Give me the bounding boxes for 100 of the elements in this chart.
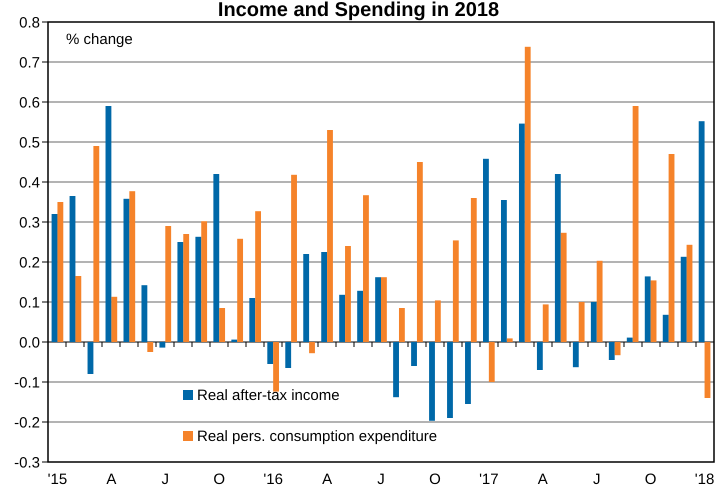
bar <box>267 342 274 364</box>
bar <box>632 106 638 342</box>
bar <box>249 298 256 342</box>
x-tick-label: A <box>322 471 332 488</box>
bar <box>309 342 315 354</box>
x-tick-label: A <box>106 471 116 488</box>
x-tick-label: O <box>429 471 441 488</box>
bar <box>650 280 656 342</box>
bar <box>75 276 82 342</box>
bar <box>111 296 118 342</box>
bar <box>124 198 130 342</box>
chart-title: Income and Spending in 2018 <box>218 0 500 21</box>
bar <box>201 221 208 342</box>
bar <box>518 124 525 342</box>
bar <box>596 260 603 342</box>
bar <box>465 342 471 404</box>
bar <box>411 342 417 366</box>
bar <box>704 342 710 398</box>
bar <box>339 294 346 342</box>
y-tick-label: 0.0 <box>19 334 40 352</box>
bar <box>219 308 226 342</box>
legend-label: Real after-tax income <box>197 387 340 404</box>
y-tick-label: -0.1 <box>14 374 40 392</box>
bar <box>129 191 136 342</box>
bar <box>255 211 262 342</box>
bar <box>488 342 495 382</box>
legend-label: Real pers. consumption expenditure <box>197 428 438 445</box>
bar <box>165 226 172 342</box>
bar <box>357 290 364 342</box>
bar <box>321 252 328 342</box>
bar <box>291 174 297 342</box>
bar <box>345 246 351 342</box>
bar <box>106 106 112 342</box>
bar <box>183 234 190 342</box>
bar <box>608 342 615 360</box>
bar <box>285 342 292 368</box>
bar <box>447 342 453 418</box>
bar <box>686 244 692 342</box>
bar <box>434 300 441 342</box>
y-tick-label: 0.5 <box>19 134 40 152</box>
bar <box>147 342 154 352</box>
bar <box>57 202 64 342</box>
x-tick-label: '18 <box>694 471 714 488</box>
bar <box>554 174 561 342</box>
bar <box>626 338 633 342</box>
y-tick-label: 0.2 <box>19 254 40 272</box>
bar <box>381 277 387 342</box>
bar <box>141 285 148 342</box>
bar <box>237 238 244 342</box>
y-tick-label: -0.3 <box>14 454 40 472</box>
x-tick-label: '15 <box>48 471 68 488</box>
y-tick-label: 0.7 <box>19 54 40 72</box>
bar <box>88 342 94 374</box>
bar <box>500 200 507 342</box>
y-axis-title: % change <box>66 31 133 48</box>
x-tick-label: J <box>592 471 600 488</box>
bar <box>195 236 202 342</box>
bar <box>560 232 567 342</box>
x-tick-label: A <box>538 471 548 488</box>
bar <box>614 342 621 356</box>
bar <box>452 240 459 342</box>
bar <box>698 121 705 342</box>
bar <box>327 130 333 342</box>
bar <box>52 214 58 342</box>
bar <box>644 276 651 342</box>
bar <box>70 196 76 342</box>
bar <box>680 256 687 342</box>
y-tick-label: 0.3 <box>19 214 40 232</box>
bar <box>398 308 405 342</box>
bar <box>470 198 477 342</box>
bar <box>213 174 220 342</box>
y-tick-label: 0.6 <box>19 94 40 112</box>
bar <box>590 302 597 342</box>
bar <box>572 342 579 368</box>
bar <box>506 338 513 342</box>
bar <box>93 146 100 342</box>
bar <box>393 342 399 398</box>
bar <box>668 154 674 342</box>
x-tick-label: '16 <box>263 471 283 488</box>
bar <box>159 342 166 348</box>
bar <box>662 314 669 342</box>
bar <box>578 302 585 342</box>
x-tick-label: J <box>162 471 170 488</box>
bar <box>363 195 369 342</box>
y-tick-label: 0.4 <box>19 174 40 192</box>
bar <box>375 277 381 342</box>
bar <box>536 342 543 370</box>
bar <box>524 46 531 342</box>
bar <box>303 254 310 342</box>
bar <box>416 162 423 342</box>
x-tick-label: O <box>644 471 656 488</box>
bar <box>483 158 489 342</box>
x-tick-label: O <box>213 471 226 488</box>
bar <box>177 242 184 342</box>
y-tick-label: -0.2 <box>14 414 40 432</box>
y-tick-label: 0.1 <box>19 294 40 312</box>
bar <box>429 342 435 421</box>
bar <box>542 304 549 342</box>
x-tick-label: J <box>377 471 385 488</box>
y-tick-label: 0.8 <box>19 14 40 32</box>
